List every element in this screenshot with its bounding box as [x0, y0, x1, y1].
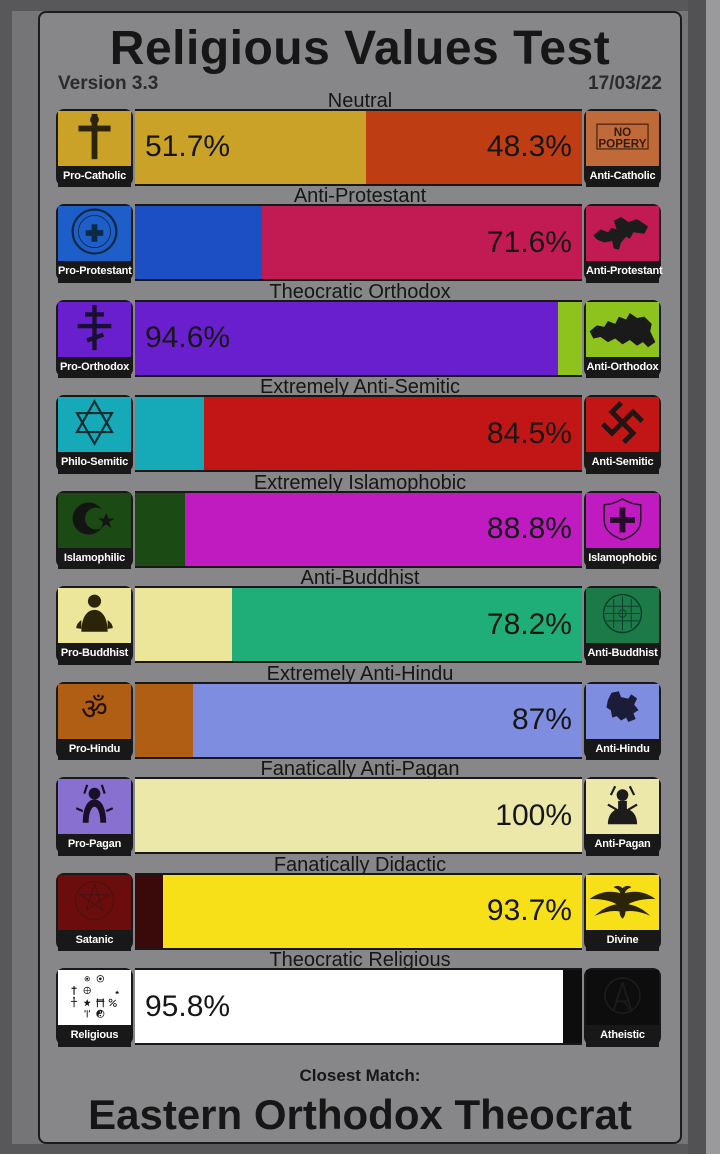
svg-text:ॐ: ॐ	[81, 694, 108, 726]
svg-text:POPERY: POPERY	[598, 137, 646, 150]
